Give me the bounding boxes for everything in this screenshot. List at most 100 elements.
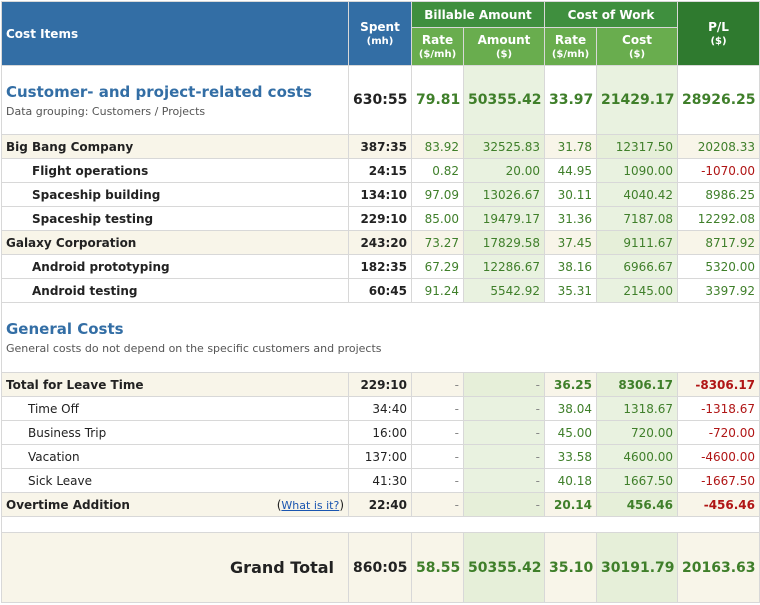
header-amount: Amount ($) xyxy=(463,27,545,66)
row-cost-rate: 38.04 xyxy=(544,396,597,421)
grand-total-amount: 50355.42 xyxy=(463,532,545,603)
row-amount: - xyxy=(463,492,545,517)
table-row: Flight operations 24:15 0.82 20.00 44.95 1090… xyxy=(1,158,760,183)
section-subtitle: Data grouping: Customers / Projects xyxy=(6,104,206,118)
row-rate: - xyxy=(411,372,464,397)
row-cost-rate: 45.00 xyxy=(544,420,597,445)
row-cost: 720.00 xyxy=(595,420,679,445)
row-name: Android testing xyxy=(1,278,349,303)
row-pl: 12292.08 xyxy=(677,206,760,231)
row-cost-rate: 30.11 xyxy=(544,182,597,207)
row-pl: 8986.25 xyxy=(677,182,760,207)
row-label: Business Trip xyxy=(28,425,107,440)
header-cost: Cost ($) xyxy=(595,27,679,66)
spacer-row xyxy=(0,516,760,533)
grand-total-label: Grand Total xyxy=(1,532,349,603)
grand-total-row: Grand Total 860:05 58.55 50355.42 35.10 30191… xyxy=(1,532,760,603)
row-amount: 17829.58 xyxy=(463,230,545,255)
row-cost: 1667.50 xyxy=(595,468,679,493)
row-pl: -8306.17 xyxy=(677,372,760,397)
row-cost: 1318.67 xyxy=(595,396,679,421)
grand-total-cost: 30191.79 xyxy=(595,532,679,603)
row-spent: 137:00 xyxy=(348,444,412,469)
general-section-row: General Costs General costs do not depend… xyxy=(0,302,760,373)
section-cost-rate: 33.97 xyxy=(544,65,597,135)
section-amount: 50355.42 xyxy=(463,65,545,135)
section-title: General Costs xyxy=(6,320,124,338)
what-is-it-link[interactable]: What is it? xyxy=(281,498,340,512)
row-cost: 8306.17 xyxy=(595,372,679,397)
row-rate: 85.00 xyxy=(411,206,464,231)
row-rate: - xyxy=(411,468,464,493)
row-cost: 7187.08 xyxy=(595,206,679,231)
row-rate: - xyxy=(411,492,464,517)
header-rate: Rate ($/mh) xyxy=(411,27,464,66)
row-name: Business Trip xyxy=(1,420,349,445)
row-label: Vacation xyxy=(28,449,80,464)
row-amount: 32525.83 xyxy=(463,134,545,159)
row-label: Time Off xyxy=(28,401,79,416)
row-cost: 2145.00 xyxy=(595,278,679,303)
row-name: Android prototyping xyxy=(1,254,349,279)
row-amount: 19479.17 xyxy=(463,206,545,231)
row-rate: - xyxy=(411,444,464,469)
row-cost-rate: 31.36 xyxy=(544,206,597,231)
row-name: Big Bang Company xyxy=(1,134,349,159)
table-row: Business Trip 16:00- -45.00 720.00 -720.00 xyxy=(1,420,760,445)
table-row: Sick Leave 41:30- -40.18 1667.50 -1667.50 xyxy=(1,468,760,493)
section-cost: 21429.17 xyxy=(595,65,679,135)
table-row: Android testing 60:45 91.24 5542.92 35.31 214… xyxy=(1,278,760,303)
section-subtitle: General costs do not depend on the speci… xyxy=(6,342,382,355)
row-cost: 4600.00 xyxy=(595,444,679,469)
row-spent: 41:30 xyxy=(348,468,412,493)
row-label: Total for Leave Time xyxy=(6,377,144,392)
row-cost: 4040.42 xyxy=(595,182,679,207)
row-rate: 73.27 xyxy=(411,230,464,255)
grand-total-pl: 20163.63 xyxy=(677,532,760,603)
row-amount: - xyxy=(463,372,545,397)
table-row: Big Bang Company 387:35 83.92 32525.83 31.78… xyxy=(1,134,760,159)
row-spent: 16:00 xyxy=(348,420,412,445)
customer-section-heading: Customer- and project-related costs Data… xyxy=(1,65,349,135)
row-amount: 13026.67 xyxy=(463,182,545,207)
header-cost-of-work: Cost of Work xyxy=(543,1,679,28)
row-rate: - xyxy=(411,396,464,421)
row-pl: 8717.92 xyxy=(677,230,760,255)
row-spent: 182:35 xyxy=(348,254,412,279)
row-pl: -720.00 xyxy=(677,420,760,445)
customer-section-row: Customer- and project-related costs Data… xyxy=(1,65,760,135)
row-pl: 5320.00 xyxy=(677,254,760,279)
leave-total-row: Total for Leave Time 229:10- -36.25 8306.17… xyxy=(1,372,760,397)
row-rate: - xyxy=(411,420,464,445)
row-amount: - xyxy=(463,468,545,493)
row-rate: 67.29 xyxy=(411,254,464,279)
row-cost-rate: 36.25 xyxy=(544,372,597,397)
row-name: Total for Leave Time xyxy=(1,372,349,397)
row-label: Overtime Addition xyxy=(6,497,130,512)
section-title: Customer- and project-related costs xyxy=(6,82,312,101)
row-rate: 97.09 xyxy=(411,182,464,207)
row-amount: 20.00 xyxy=(463,158,545,183)
row-pl: -1070.00 xyxy=(677,158,760,183)
row-label: Sick Leave xyxy=(28,473,93,488)
row-spent: 22:40 xyxy=(348,492,412,517)
row-amount: - xyxy=(463,444,545,469)
row-name: Spaceship building xyxy=(1,182,349,207)
row-spent: 387:35 xyxy=(348,134,412,159)
row-pl: 3397.92 xyxy=(677,278,760,303)
row-cost-rate: 44.95 xyxy=(544,158,597,183)
row-rate: 83.92 xyxy=(411,134,464,159)
row-amount: - xyxy=(463,420,545,445)
row-spent: 134:10 xyxy=(348,182,412,207)
section-spent: 630:55 xyxy=(348,65,412,135)
row-pl: -4600.00 xyxy=(677,444,760,469)
row-spent: 243:20 xyxy=(348,230,412,255)
row-spent: 34:40 xyxy=(348,396,412,421)
row-pl: -1667.50 xyxy=(677,468,760,493)
row-cost-rate: 20.14 xyxy=(544,492,597,517)
section-rate: 79.81 xyxy=(411,65,464,135)
header-spent: Spent (mh) xyxy=(348,1,412,66)
section-pl: 28926.25 xyxy=(677,65,760,135)
table-row: Vacation 137:00- -33.58 4600.00 -4600.00 xyxy=(1,444,760,469)
